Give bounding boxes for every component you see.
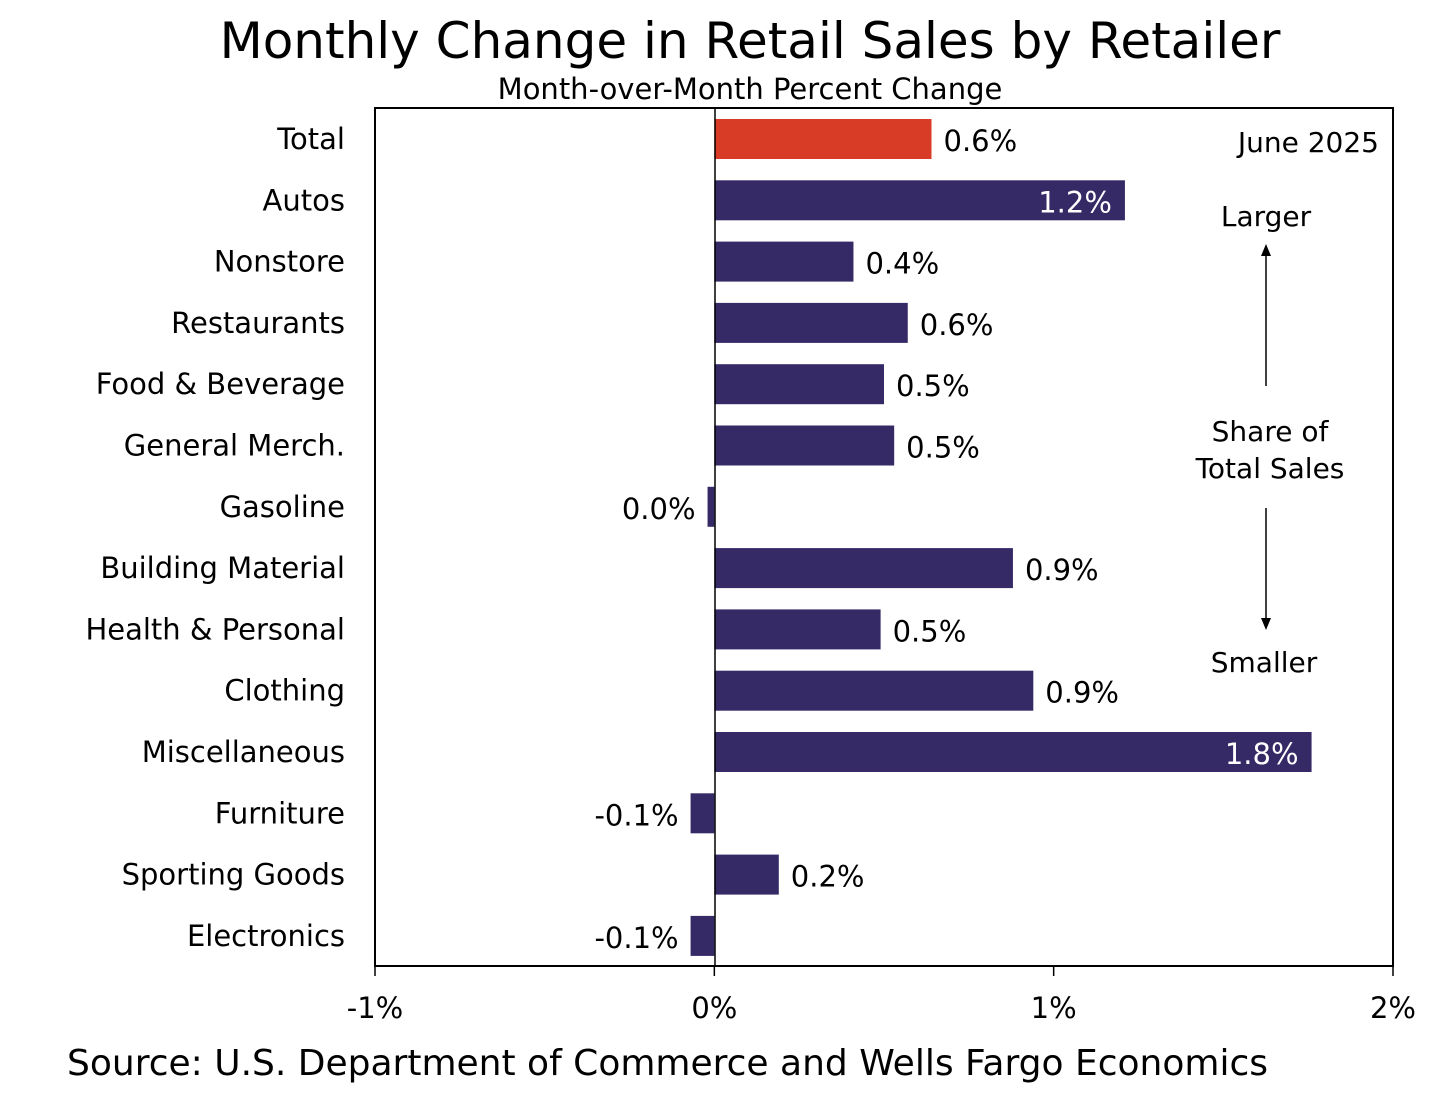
value-label-sporting-goods: 0.2%: [791, 860, 865, 894]
category-label-health-personal: Health & Personal: [85, 612, 345, 646]
value-label-food-beverage: 0.5%: [896, 369, 970, 403]
larger-annotation: Larger: [1221, 200, 1312, 233]
category-label-building-material: Building Material: [100, 551, 345, 585]
up-arrow-icon: [1261, 244, 1271, 256]
source-note: Source: U.S. Department of Commerce and …: [67, 1043, 1269, 1084]
date-annotation: June 2025: [1236, 126, 1379, 159]
labels-layer: Total 0.6% Autos 1.2% Nonstore 0.4% Restaurant…: [85, 122, 1298, 955]
value-label-health-personal: 0.5%: [893, 614, 967, 648]
value-label-miscellaneous: 1.8%: [1225, 737, 1299, 771]
share-annotation-line1: Share of: [1212, 415, 1330, 448]
category-label-food-beverage: Food & Beverage: [96, 367, 345, 401]
value-label-building-material: 0.9%: [1025, 553, 1099, 587]
bar-furniture: [690, 793, 715, 834]
value-label-restaurants: 0.6%: [920, 308, 994, 342]
chart-title: Monthly Change in Retail Sales by Retail…: [219, 12, 1281, 70]
bar-restaurants: [714, 302, 908, 343]
bar-miscellaneous: [714, 732, 1312, 772]
category-label-nonstore: Nonstore: [214, 245, 345, 279]
category-label-total: Total: [276, 122, 345, 156]
value-label-furniture: -0.1%: [594, 798, 678, 832]
value-label-gasoline: 0.0%: [622, 492, 696, 526]
bar-building-material: [714, 548, 1013, 589]
value-label-nonstore: 0.4%: [865, 247, 939, 281]
bars-layer: [690, 119, 1312, 956]
bar-food-beverage: [714, 364, 884, 405]
bar-nonstore: [714, 241, 854, 282]
down-arrow-icon: [1261, 618, 1271, 630]
bar-general-merch: [714, 425, 895, 466]
bar-gasoline: [707, 486, 715, 527]
category-label-clothing: Clothing: [224, 674, 345, 708]
value-label-electronics: -0.1%: [594, 921, 678, 955]
bar-sporting-goods: [714, 854, 779, 895]
share-annotation-line2: Total Sales: [1195, 452, 1345, 485]
value-label-general-merch: 0.5%: [906, 431, 980, 465]
category-label-furniture: Furniture: [215, 796, 345, 830]
category-label-general-merch: General Merch.: [124, 429, 345, 463]
plot-frame: [374, 107, 1394, 967]
x-tick-label: 0%: [691, 991, 737, 1025]
value-label-autos: 1.2%: [1038, 185, 1112, 219]
value-label-total: 0.6%: [944, 124, 1018, 158]
category-label-autos: Autos: [263, 183, 345, 217]
smaller-annotation: Smaller: [1211, 646, 1318, 679]
x-tick-label: 1%: [1031, 991, 1077, 1025]
x-tick-label: -1%: [347, 991, 403, 1025]
category-label-sporting-goods: Sporting Goods: [122, 858, 345, 892]
bar-health-personal: [714, 609, 881, 650]
bar-electronics: [690, 915, 715, 956]
bar-chart: Total 0.6% Autos 1.2% Nonstore 0.4% Restaurant…: [85, 107, 1416, 1025]
category-label-miscellaneous: Miscellaneous: [142, 735, 345, 769]
chart-subtitle: Month-over-Month Percent Change: [497, 72, 1003, 106]
x-tick-label: 2%: [1370, 991, 1416, 1025]
bar-clothing: [714, 670, 1034, 711]
category-label-restaurants: Restaurants: [171, 306, 345, 340]
x-axis: -1% 0% 1% 2%: [347, 966, 1416, 1025]
bar-total: [714, 119, 932, 159]
value-label-clothing: 0.9%: [1045, 676, 1119, 710]
category-label-electronics: Electronics: [187, 919, 345, 953]
bar-autos: [714, 180, 1125, 221]
category-label-gasoline: Gasoline: [220, 490, 345, 524]
